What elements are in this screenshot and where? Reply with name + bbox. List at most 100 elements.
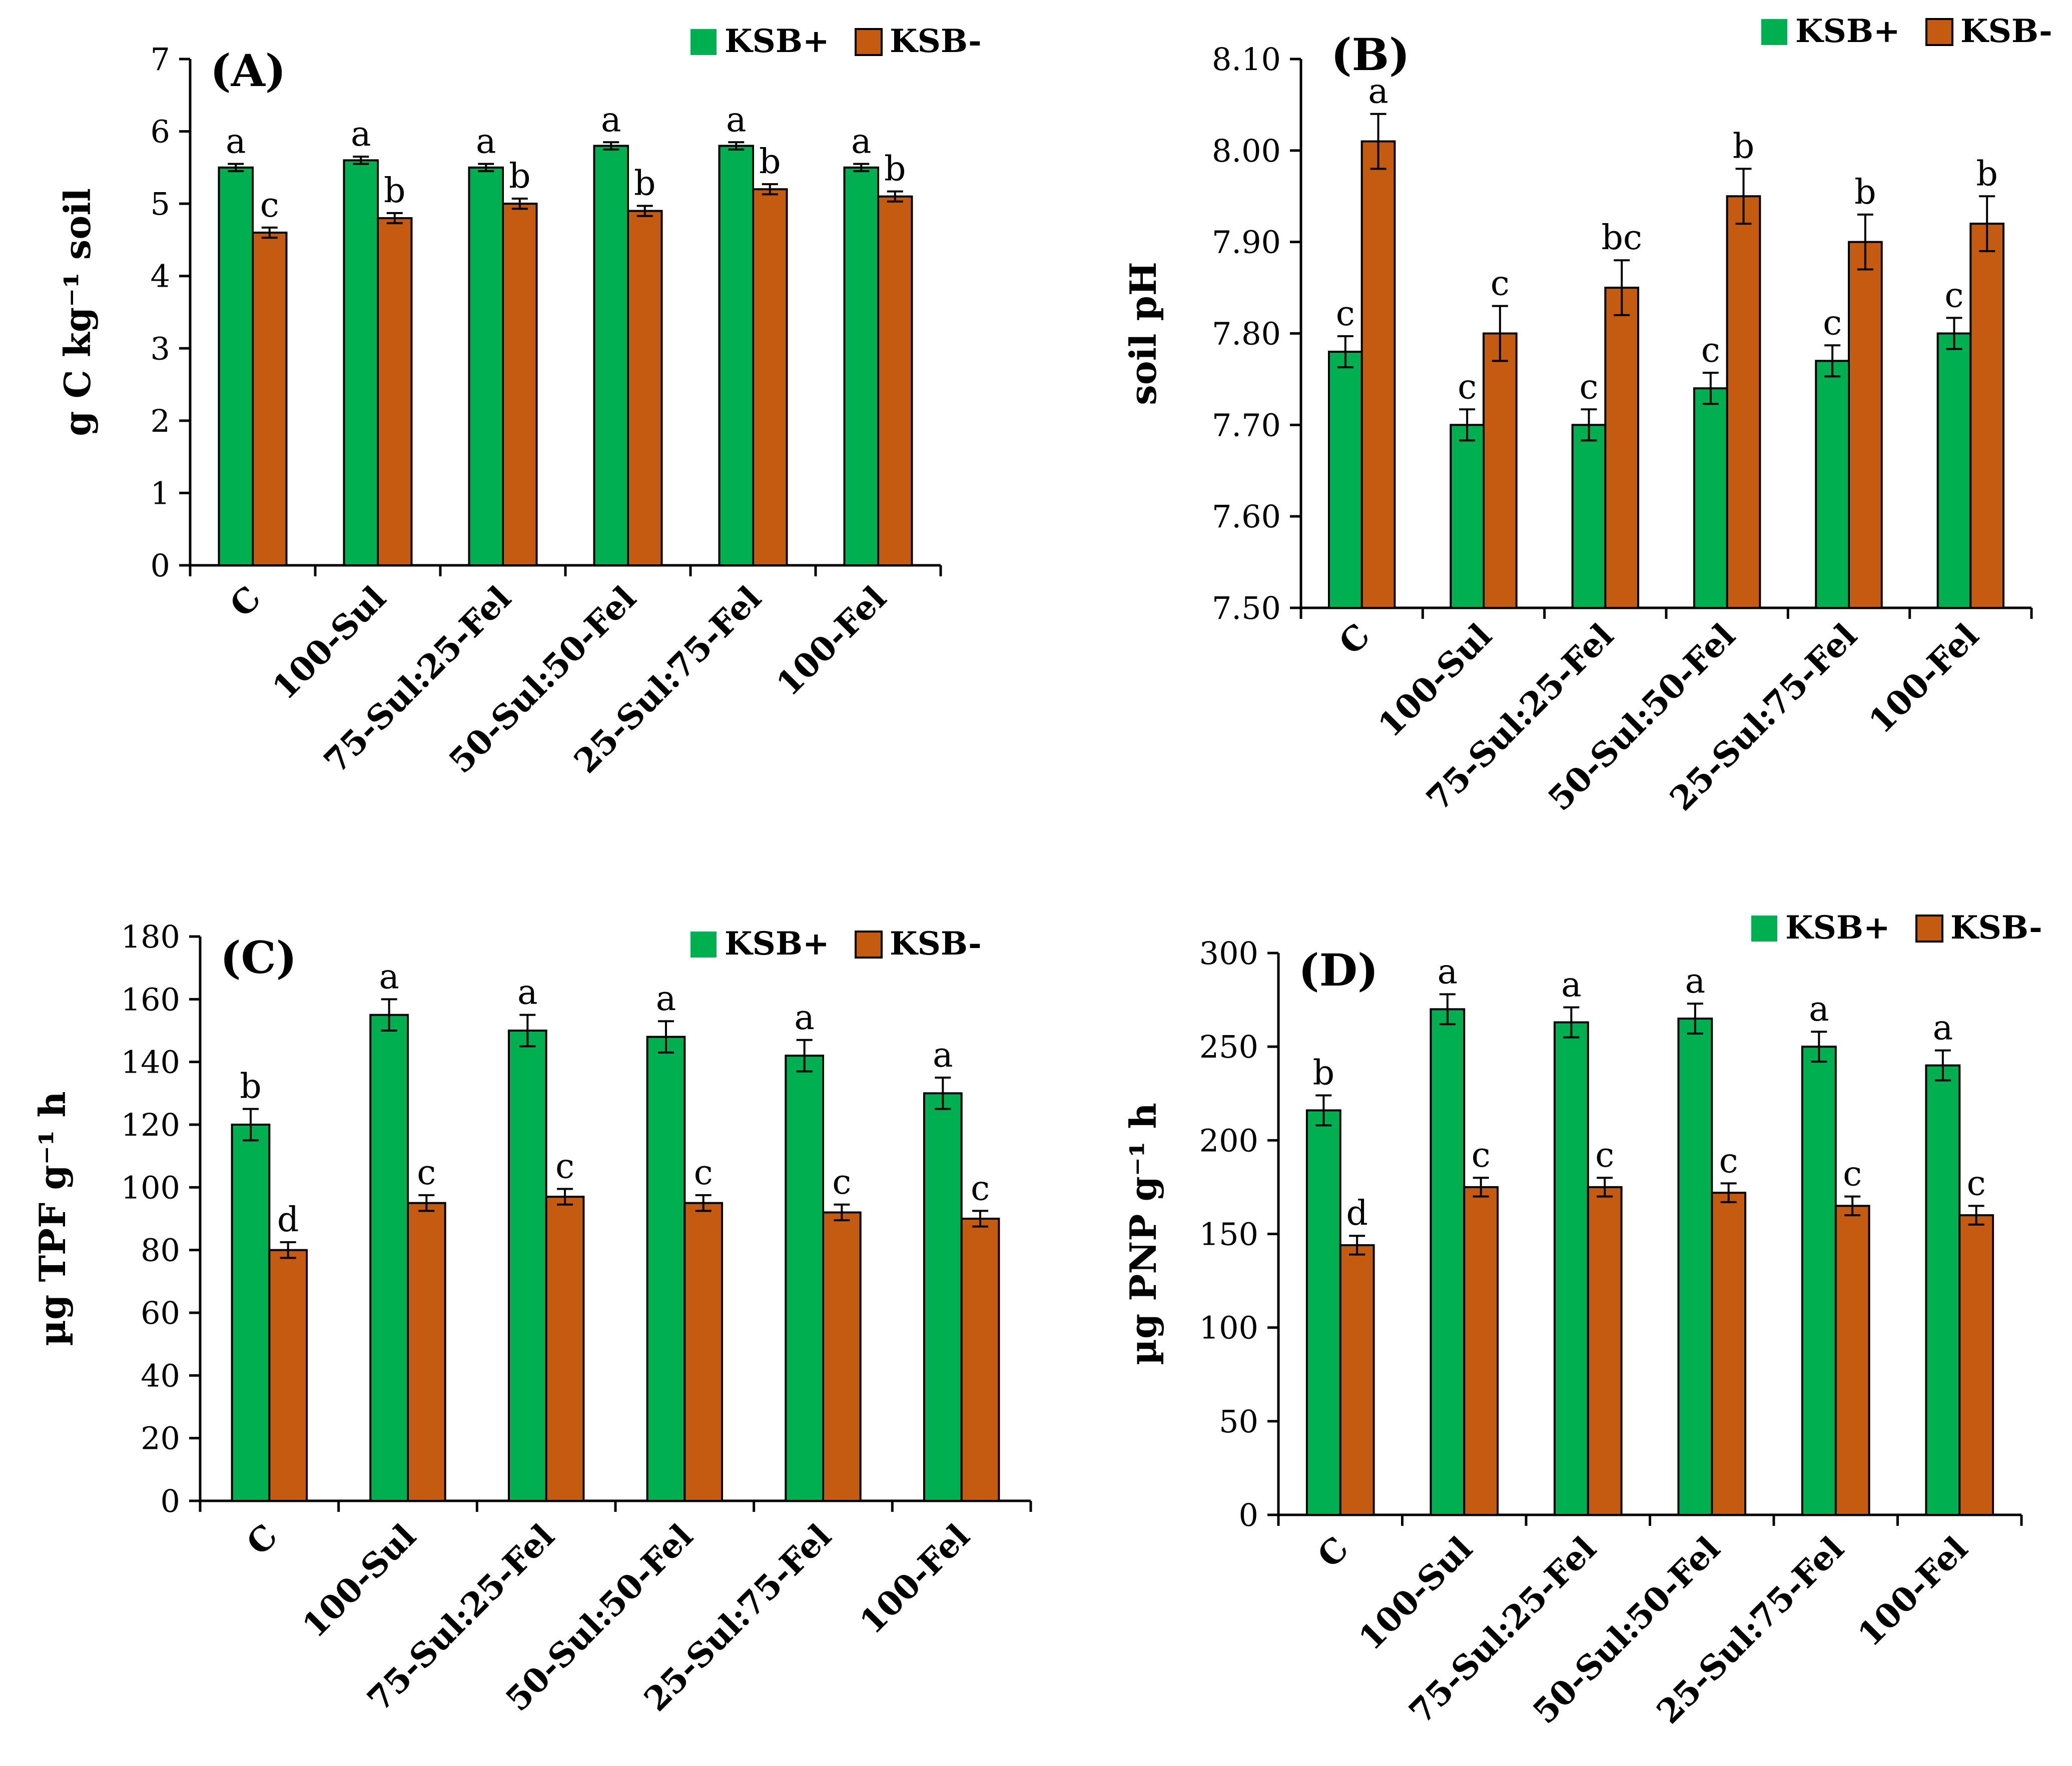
significance-letter: c <box>971 1169 990 1208</box>
significance-letter: c <box>417 1153 436 1193</box>
bar-ksb-plus-1 <box>1450 424 1485 609</box>
significance-letter: c <box>832 1163 851 1202</box>
bar-ksb-plus-2 <box>1571 424 1607 609</box>
y-tick-label: 8.00 <box>1212 133 1281 169</box>
bar-ksb-minus-5 <box>1958 1214 1994 1516</box>
significance-letter: c <box>1823 303 1842 343</box>
legend-swatch-ksb-minus <box>1915 915 1943 943</box>
significance-letter: c <box>555 1147 574 1186</box>
y-tick-label: 4 <box>151 258 170 295</box>
bar-ksb-plus-3 <box>646 1036 686 1502</box>
y-tick-label: 150 <box>1199 1216 1258 1253</box>
significance-letter: a <box>517 973 538 1013</box>
significance-letter: c <box>1336 294 1355 334</box>
y-axis-label: g C kg⁻¹ soil <box>56 188 99 436</box>
y-tick-label: 7.60 <box>1212 498 1281 535</box>
bar-ksb-minus-4 <box>1834 1205 1870 1516</box>
significance-letter: b <box>1313 1053 1335 1093</box>
significance-letter: a <box>351 115 371 154</box>
y-tick-label: 0 <box>151 547 170 584</box>
y-axis-label: µg TPF g⁻¹ h <box>31 1091 74 1346</box>
bar-ksb-minus-2 <box>1604 287 1640 609</box>
significance-letter: b <box>240 1067 262 1107</box>
y-tick-label: 140 <box>121 1044 180 1081</box>
category-label: 100-Fel <box>852 1516 977 1641</box>
significance-letter: c <box>1843 1155 1862 1194</box>
y-tick-label: 7.90 <box>1212 224 1281 261</box>
bar-ksb-minus-4 <box>1848 241 1883 609</box>
panel-label: (B) <box>1331 29 1410 81</box>
panel-label: (A) <box>210 45 286 97</box>
bar-ksb-plus-3 <box>593 145 629 566</box>
legend-swatch-ksb-plus <box>690 932 717 958</box>
significance-letter: d <box>277 1200 299 1240</box>
significance-letter: a <box>1809 990 1829 1029</box>
y-tick-label: 160 <box>121 981 180 1018</box>
y-tick-label: 80 <box>141 1232 180 1269</box>
legend-label: KSB- <box>890 23 982 60</box>
significance-letter: a <box>933 1036 953 1075</box>
significance-letter: c <box>1701 331 1720 370</box>
significance-letter: a <box>851 122 872 162</box>
significance-letter: c <box>694 1153 713 1193</box>
bar-ksb-plus-4 <box>1815 360 1850 609</box>
significance-letter: c <box>260 186 279 225</box>
category-label: 100-Fel <box>769 578 894 703</box>
legend-swatch-ksb-minus <box>1925 18 1953 46</box>
bar-ksb-minus-2 <box>1587 1186 1623 1516</box>
significance-letter: a <box>1561 966 1582 1005</box>
y-tick-label: 50 <box>1219 1403 1258 1440</box>
significance-letter: c <box>1944 276 1963 315</box>
bar-ksb-plus-4 <box>718 145 754 566</box>
category-label: 100-Fel <box>1850 1529 1975 1654</box>
bar-ksb-plus-2 <box>507 1030 547 1502</box>
bar-ksb-minus-0 <box>1339 1244 1375 1516</box>
bar-ksb-minus-4 <box>822 1211 862 1502</box>
bar-ksb-plus-5 <box>843 166 879 567</box>
y-tick-label: 200 <box>1199 1122 1258 1159</box>
category-label: 100-Sul <box>265 578 393 707</box>
legend-label: KSB- <box>890 925 982 963</box>
significance-letter: a <box>1933 1009 1953 1048</box>
bar-ksb-plus-4 <box>1801 1046 1837 1516</box>
y-tick-label: 5 <box>151 186 170 222</box>
significance-letter: a <box>379 957 399 997</box>
significance-letter: a <box>1685 962 1706 1001</box>
bar-ksb-plus-0 <box>1327 351 1363 609</box>
significance-letter: c <box>1458 367 1477 407</box>
legend-swatch-ksb-plus <box>1761 19 1787 45</box>
category-label: C <box>1331 616 1377 662</box>
significance-letter: c <box>1967 1164 1986 1203</box>
y-tick-label: 6 <box>151 114 170 150</box>
significance-letter: b <box>384 171 406 211</box>
bar-ksb-minus-5 <box>960 1218 1000 1502</box>
y-tick-label: 7.80 <box>1212 316 1281 352</box>
significance-letter: b <box>509 157 531 196</box>
bar-ksb-plus-3 <box>1677 1018 1713 1516</box>
significance-letter: c <box>1472 1136 1491 1175</box>
bar-ksb-minus-2 <box>545 1196 585 1502</box>
bar-ksb-plus-0 <box>1305 1109 1341 1516</box>
bar-ksb-minus-5 <box>1969 223 2005 609</box>
bar-ksb-plus-1 <box>343 159 379 566</box>
panel-label: (C) <box>220 932 297 984</box>
significance-letter: c <box>1491 264 1510 304</box>
bar-ksb-minus-1 <box>377 217 413 566</box>
category-label: C <box>222 578 268 624</box>
bar-ksb-minus-5 <box>877 195 913 566</box>
significance-letter: c <box>1719 1141 1738 1181</box>
category-label: 100-Sul <box>1370 616 1499 744</box>
legend: KSB+ KSB- <box>1761 13 2052 50</box>
category-label: 100-Fel <box>1861 616 1986 741</box>
bar-ksb-minus-3 <box>683 1202 724 1502</box>
chart-panel-2: 020406080100120140160180bdCac100-Sulac75… <box>31 919 1032 1719</box>
legend-swatch-ksb-minus <box>855 28 883 56</box>
y-tick-label: 20 <box>141 1420 180 1457</box>
bar-ksb-plus-1 <box>369 1014 409 1502</box>
significance-letter: b <box>1733 127 1755 166</box>
legend: KSB+ KSB- <box>1751 909 2042 947</box>
legend-swatch-ksb-plus <box>1751 916 1777 942</box>
y-tick-label: 8.10 <box>1212 41 1281 78</box>
significance-letter: a <box>726 100 747 140</box>
